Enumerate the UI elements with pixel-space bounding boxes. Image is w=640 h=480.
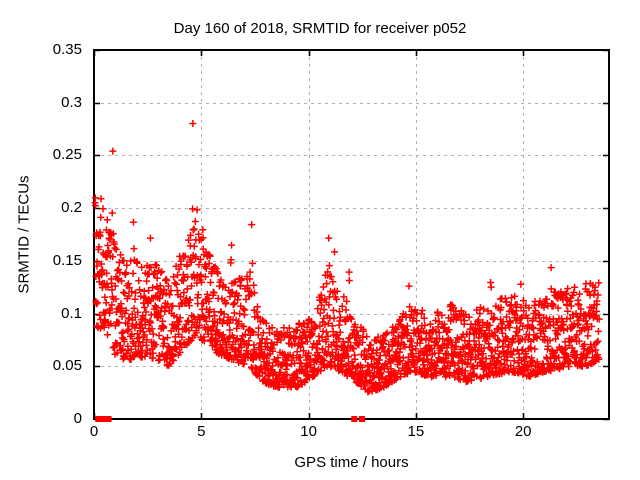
y-tick-label: 0.35	[52, 41, 82, 58]
y-tick-label: 0.05	[52, 357, 82, 375]
y-tick-label: 0.25	[52, 146, 82, 164]
x-tick-label: 10	[300, 423, 317, 440]
chart-title: Day 160 of 2018, SRMTID for receiver p05…	[173, 20, 467, 37]
x-tick-label: 5	[197, 423, 206, 440]
x-tick-label: 15	[407, 423, 425, 440]
x-tick-label: 0	[89, 423, 99, 440]
x-axis-label: GPS time / hours	[294, 454, 409, 471]
y-tick-label: 0.3	[61, 93, 82, 111]
y-tick-label: 0.1	[61, 304, 82, 322]
y-tick-label: 0.2	[61, 199, 82, 217]
x-tick-label: 20	[514, 423, 532, 440]
y-tick-label: 0.15	[52, 251, 82, 269]
y-tick-label: 0	[73, 410, 82, 427]
